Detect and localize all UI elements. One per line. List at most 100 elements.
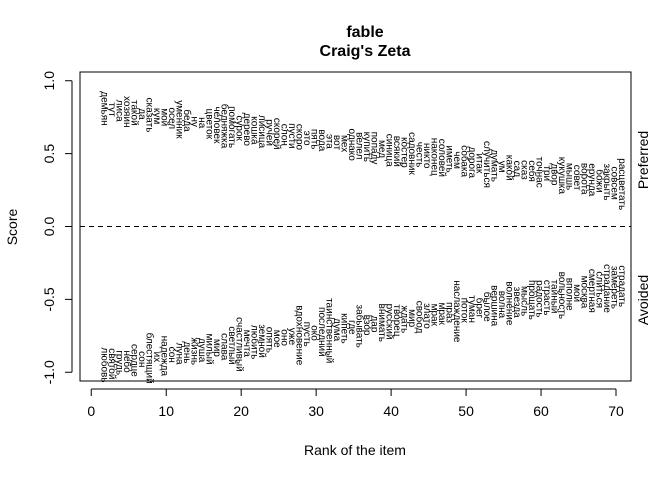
- avoided-word-label: вершина: [489, 285, 500, 326]
- avoided-word-label: взор: [361, 315, 372, 336]
- x-tick-label: 60: [533, 403, 549, 419]
- preferred-word-label: итак: [474, 153, 485, 174]
- preferred-word-label: честь: [414, 142, 425, 168]
- preferred-word-label: сказать: [144, 98, 155, 133]
- preferred-word-label: костер: [399, 137, 410, 168]
- preferred-word-label: цветок: [204, 109, 215, 140]
- preferred-word-label: ручей: [264, 119, 275, 146]
- preferred-word-label: беда: [181, 109, 193, 132]
- preferred-word-label: помогать: [226, 106, 237, 148]
- axes-group: 0 10 20 30 40 50 60 70 -1.0 -0.5 0.0 0.5 1.0: [41, 71, 624, 419]
- preferred-word-label: совсем: [609, 166, 620, 199]
- avoided-word-label: мое: [271, 330, 282, 348]
- avoided-word-label: вдохновение: [294, 305, 305, 365]
- preferred-word-label: да: [136, 108, 147, 120]
- avoided-word-label: звезда: [511, 287, 522, 318]
- preferred-word-label: чем: [451, 151, 462, 169]
- avoided-word-label: москва: [579, 276, 590, 309]
- avoided-word-label: праз: [444, 302, 455, 323]
- avoided-word-label: волна: [496, 291, 507, 319]
- preferred-word-label: себя: [526, 160, 538, 181]
- preferred-word-label: лисица: [256, 115, 267, 149]
- preferred-word-label: мой: [159, 108, 170, 126]
- preferred-word-label: никто: [421, 143, 432, 169]
- avoided-word-label: мир: [406, 309, 417, 327]
- preferred-word-label: наконец: [429, 138, 440, 176]
- avoided-word-label: небо: [121, 350, 133, 373]
- preferred-word-label: дерево: [241, 113, 252, 147]
- preferred-word-label: слон: [279, 124, 290, 146]
- avoided-word-label: сон: [166, 347, 177, 363]
- avoided-word-label: последний: [316, 307, 327, 357]
- preferred-word-label: сурок: [234, 116, 245, 142]
- preferred-word-label: три: [541, 165, 552, 181]
- preferred-word-label: мед: [376, 140, 387, 158]
- avoided-word-label: мечта: [241, 330, 252, 358]
- y-tick-label: 0.0: [41, 217, 57, 237]
- avoided-word-label: русский: [384, 304, 395, 340]
- preferred-word-label: осел: [166, 108, 177, 130]
- preferred-word-label: велел: [354, 132, 365, 159]
- preferred-word-label: дорога: [466, 147, 477, 179]
- avoided-word-label: уже: [286, 328, 297, 346]
- avoided-word-label: жизнь: [189, 337, 200, 365]
- preferred-word-label: собака: [459, 145, 471, 177]
- avoided-word-label: внимать: [376, 304, 387, 342]
- y-tick-label: 1.0: [41, 71, 57, 91]
- preferred-word-label: бедняжка: [219, 104, 231, 149]
- avoided-word-label: дар: [369, 315, 380, 332]
- avoided-word-label: поток: [459, 298, 470, 324]
- avoided-word-label: око: [309, 325, 320, 341]
- preferred-word-label: садовник: [406, 132, 417, 175]
- avoided-word-label: забывать: [354, 304, 366, 347]
- preferred-word-label: хозяин: [121, 96, 132, 127]
- avoided-word-label: любовь: [99, 347, 111, 382]
- avoided-word-label: тайный: [549, 280, 560, 314]
- preferred-word-label: иметь: [444, 145, 455, 172]
- avoided-word-label: душа: [196, 338, 207, 363]
- chart-subtitle: Craig's Zeta: [320, 43, 411, 60]
- x-tick-label: 30: [308, 403, 324, 419]
- avoided-word-label: страдание: [601, 264, 612, 313]
- avoided-word-label: вполне: [564, 278, 575, 311]
- preferred-word-label: кошка: [249, 116, 260, 145]
- preferred-word-label: расцветать: [616, 158, 627, 210]
- avoided-word-label: счастливый: [234, 317, 245, 372]
- preferred-word-label: совет: [571, 165, 582, 191]
- avoided-word-label: мир: [211, 339, 222, 357]
- avoided-word-label: день: [181, 341, 192, 363]
- preferred-word-label: соловей: [436, 139, 447, 177]
- avoided-word-label: страдать: [616, 265, 627, 307]
- avoided-word-label: светлый: [226, 326, 237, 364]
- preferred-word-label: случиться: [481, 141, 492, 188]
- preferred-word-label: точнас: [534, 157, 545, 188]
- avoided-word-label: былое: [481, 292, 493, 322]
- preferred-word-label: эта: [324, 134, 335, 149]
- preferred-side-label: Preferred: [635, 131, 651, 189]
- avoided-word-label: страсть: [541, 280, 552, 316]
- preferred-word-label: вода: [316, 129, 327, 151]
- avoided-word-label: мрак: [436, 302, 447, 325]
- preferred-word-label: кукушка: [556, 157, 567, 195]
- preferred-word-label: ерунда: [586, 163, 597, 196]
- avoided-word-label: злато: [421, 303, 432, 329]
- avoided-word-label: кипеть: [339, 313, 350, 343]
- avoided-word-label: надежда: [159, 336, 170, 377]
- avoided-word-label: слиться: [594, 271, 605, 308]
- avoided-word-label: ждать: [399, 306, 410, 334]
- preferred-word-label: синица: [384, 134, 395, 167]
- avoided-word-label: святой: [106, 348, 117, 379]
- preferred-word-label: кум: [151, 108, 162, 124]
- avoided-word-label: прощать: [526, 280, 537, 320]
- avoided-word-label: оно: [279, 329, 290, 346]
- preferred-word-label: демьян: [99, 91, 110, 125]
- word-marks-group: демьянтутлисахозяинтакойдасказатькуммойо…: [80, 91, 631, 384]
- avoided-word-label: наслаждение: [451, 280, 462, 343]
- avoided-word-label: брег: [474, 298, 486, 319]
- avoided-word-label: сон: [136, 351, 147, 367]
- avoided-word-label: вольность: [556, 272, 567, 319]
- chart-title: fable: [346, 24, 383, 41]
- avoided-word-label: опять: [264, 327, 275, 353]
